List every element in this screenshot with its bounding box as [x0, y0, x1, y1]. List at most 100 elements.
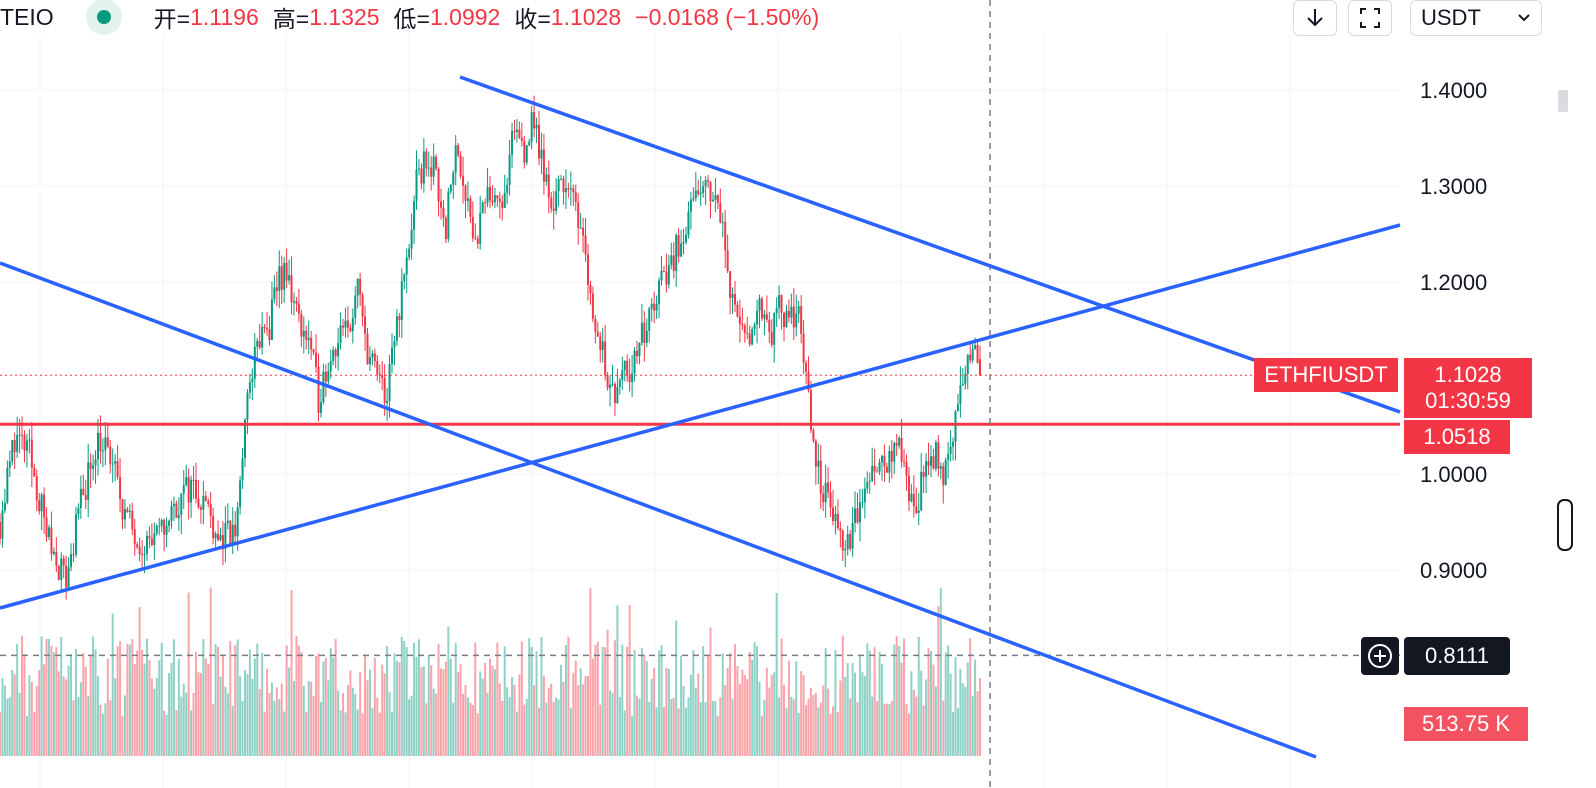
volume-bar: [496, 642, 499, 756]
candle-body: [236, 507, 239, 537]
scale-toggle: [1557, 499, 1573, 551]
candle-body: [334, 349, 337, 357]
volume-bar: [293, 680, 295, 756]
volume-bar: [116, 646, 119, 756]
candle-body: [315, 352, 318, 368]
volume-bar: [422, 666, 425, 756]
candle-body: [337, 342, 340, 357]
volume-bar: [753, 642, 756, 756]
volume-bar: [452, 702, 455, 756]
price-tick-label: 1.3000: [1420, 174, 1487, 199]
currency-select[interactable]: USDT: [1410, 0, 1542, 36]
volume-bar: [787, 660, 790, 756]
volume-bar: [650, 678, 653, 756]
candle-body: [123, 509, 126, 520]
candle-body: [736, 304, 739, 317]
candle-body: [160, 519, 163, 526]
candle-body: [288, 275, 291, 281]
volume-bar: [136, 650, 139, 756]
close-label: 收=: [514, 6, 551, 32]
ascending-trendline: [0, 223, 1401, 610]
candle-body: [890, 450, 893, 462]
volume-bar: [307, 680, 310, 756]
candle-body: [383, 378, 386, 403]
volume-bar: [172, 639, 175, 756]
candle-body: [280, 266, 283, 290]
candle-body: [969, 354, 972, 361]
symbol-name[interactable]: TEIO: [0, 3, 54, 30]
candle-body: [763, 314, 766, 319]
candle-body: [52, 551, 55, 554]
candle-body: [714, 195, 717, 200]
candle-body: [121, 499, 124, 520]
candle-body: [361, 294, 364, 317]
candle-body: [38, 500, 41, 512]
candle-body: [45, 517, 48, 537]
candle-body: [65, 565, 68, 588]
candle-body: [146, 535, 148, 555]
candle-body: [89, 462, 92, 469]
volume-bar: [290, 590, 293, 756]
candle-body: [226, 520, 229, 524]
candle-body: [82, 488, 85, 496]
candle-body: [329, 361, 332, 372]
candle-body: [190, 479, 193, 503]
volume-bar: [591, 658, 594, 756]
volume-bar: [562, 681, 565, 756]
volume-bar: [84, 666, 87, 756]
volume-bar: [55, 647, 58, 756]
crosshair-price-label: 0.8111: [1404, 637, 1510, 675]
candle-body: [229, 520, 232, 544]
candle-body: [545, 174, 548, 182]
volume-bar: [442, 669, 445, 756]
candle-body: [680, 243, 683, 257]
volume-bar: [719, 697, 722, 756]
volume-bar: [506, 687, 509, 756]
candle-body: [560, 178, 563, 180]
candle-body: [721, 221, 724, 223]
volume-bar: [557, 699, 560, 756]
candle-body: [486, 187, 489, 203]
candle-body: [966, 354, 969, 374]
candle-body: [43, 494, 46, 518]
volume-bar: [234, 645, 237, 756]
candle-body: [849, 534, 852, 549]
candle-body: [650, 303, 653, 309]
candle-body: [645, 330, 648, 343]
candle-body: [523, 140, 526, 163]
market-status-icon[interactable]: [85, 0, 122, 35]
volume-bar: [515, 711, 518, 756]
download-button[interactable]: [1293, 0, 1337, 36]
candle-body: [577, 202, 580, 228]
volume-bar: [48, 639, 50, 756]
candle-body: [258, 340, 261, 348]
candle-body: [366, 333, 369, 365]
volume-bar: [888, 704, 891, 756]
volume-bar: [204, 658, 207, 756]
candle-body: [636, 350, 638, 357]
descending-trendline-upper: [459, 75, 1401, 414]
fullscreen-button[interactable]: [1348, 0, 1392, 36]
volume-bar: [368, 669, 371, 756]
volume-bar: [579, 668, 582, 756]
volume-bar: [773, 672, 776, 756]
volume-bar: [302, 685, 305, 756]
volume-bar: [976, 691, 979, 756]
candle-body: [871, 465, 874, 481]
candle-body: [143, 554, 146, 556]
volume-bar: [430, 665, 433, 756]
volume-bar: [133, 664, 136, 756]
volume-bar: [35, 685, 38, 756]
candle-body: [878, 462, 881, 472]
legend-bar: TEIO 开= 1.1196 高= 1.1325 低= 1.0992 收= 1.…: [0, 0, 833, 35]
volume-bar: [655, 707, 658, 756]
volume-bar: [16, 643, 19, 756]
candle-body: [312, 349, 315, 353]
candle-body: [616, 386, 619, 403]
candle-body: [381, 375, 384, 379]
candle-body: [168, 520, 171, 526]
volume-bar: [38, 670, 41, 756]
volume-bar: [979, 677, 981, 756]
add-alert-button[interactable]: [1361, 637, 1399, 675]
